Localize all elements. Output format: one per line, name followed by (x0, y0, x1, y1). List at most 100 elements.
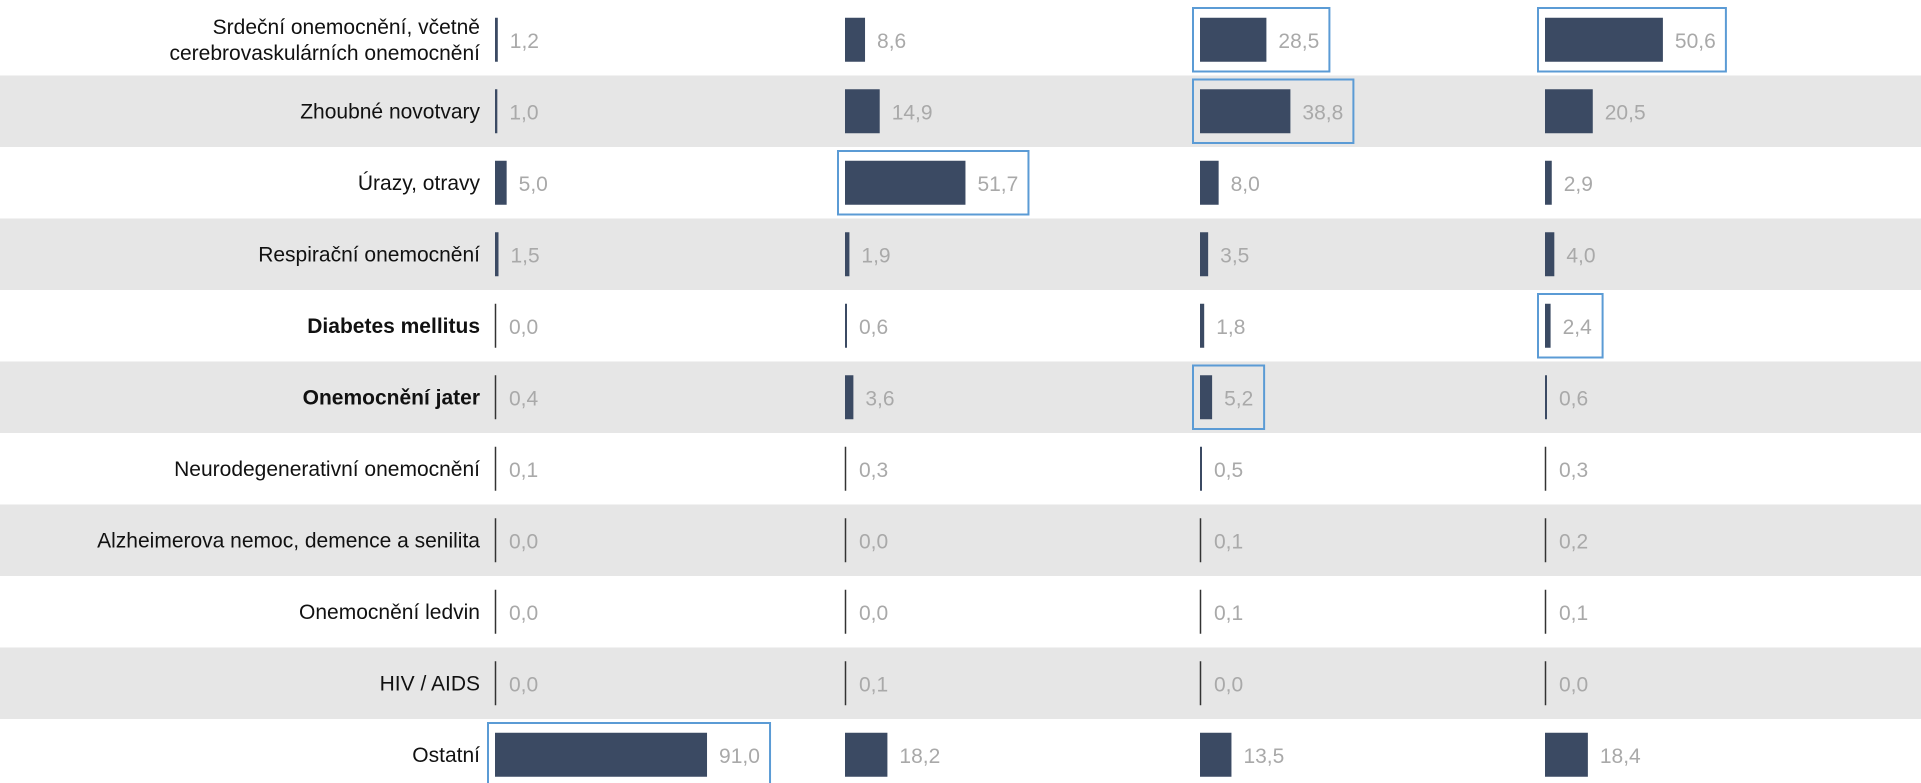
value-label: 0,1 (509, 459, 538, 482)
value-label: 28,5 (1278, 30, 1319, 53)
category-label: Srdeční onemocnění, včetně cerebrovaskulá… (169, 16, 480, 65)
category-label-line: Zhoubné novotvary (300, 100, 480, 123)
value-label: 1,8 (1216, 316, 1245, 339)
bar (1200, 17, 1267, 62)
value-label: 5,2 (1224, 387, 1253, 410)
value-label: 0,0 (859, 602, 888, 625)
value-label: 18,2 (899, 745, 940, 768)
row-bands (0, 75, 1921, 719)
bar (1545, 303, 1551, 348)
bar (1545, 732, 1588, 777)
bar (495, 89, 498, 134)
highlight-box (1192, 7, 1331, 73)
value-label: 1,9 (861, 244, 890, 267)
value-label: 0,0 (859, 530, 888, 553)
value-label: 0,6 (859, 316, 888, 339)
value-label: 91,0 (719, 745, 760, 768)
category-label: Onemocnění ledvin (299, 601, 480, 624)
bar (1545, 89, 1593, 134)
value-label: 1,0 (509, 101, 538, 124)
value-label: 2,9 (1564, 173, 1593, 196)
category-label: Diabetes mellitus (307, 315, 480, 338)
value-label: 4,0 (1566, 244, 1595, 267)
value-label: 0,0 (509, 530, 538, 553)
category-label-line: Srdeční onemocnění, včetně (213, 16, 480, 39)
highlight-box (1537, 7, 1727, 73)
panel-3: 28,5 38,8 8,0 3,5 1,8 5,2 0,5 0,1 0,1 0,0 13,5 (1192, 7, 1355, 777)
highlight-box (1537, 293, 1604, 359)
value-label: 0,0 (1559, 673, 1588, 696)
value-label: 3,5 (1220, 244, 1249, 267)
bar (495, 732, 708, 777)
bar (1200, 232, 1209, 277)
highlight-box (487, 722, 772, 783)
category-label-line: Neurodegenerativní onemocnění (174, 458, 480, 481)
value-label: 0,3 (1559, 459, 1588, 482)
value-label: 3,6 (865, 387, 894, 410)
category-label-line: Úrazy, otravy (358, 172, 481, 195)
bar (495, 232, 499, 277)
category-label: Alzheimerova nemoc, demence a senilita (97, 529, 480, 552)
panel-2: 8,6 14,9 51,7 1,9 0,6 3,6 0,3 0,0 0,0 0,1 18,2 (837, 17, 1030, 777)
category-label-line: Onemocnění ledvin (299, 601, 480, 624)
bar (845, 89, 880, 134)
value-label: 1,2 (510, 30, 539, 53)
bar (1545, 160, 1552, 205)
category-label: Onemocnění jater (303, 386, 480, 409)
value-label: 0,5 (1214, 459, 1243, 482)
bar (495, 17, 498, 62)
value-label: 51,7 (977, 173, 1018, 196)
value-label: 0,1 (1559, 602, 1588, 625)
row-band (0, 361, 1921, 433)
bar (1200, 732, 1232, 777)
category-label: Zhoubné novotvary (300, 100, 480, 123)
value-label: 0,3 (859, 459, 888, 482)
row-band (0, 504, 1921, 576)
value-label: 20,5 (1605, 101, 1646, 124)
bar (845, 232, 850, 277)
value-label: 38,8 (1302, 101, 1343, 124)
value-label: 0,0 (509, 673, 538, 696)
bar (1200, 160, 1219, 205)
panel-1: 1,2 1,0 5,0 1,5 0,0 0,4 0,1 0,0 0,0 0,0 91,0 (487, 17, 772, 783)
bar (845, 303, 847, 348)
category-label-line: Diabetes mellitus (307, 315, 480, 338)
value-label: 18,4 (1600, 745, 1641, 768)
highlight-box (1192, 364, 1266, 430)
value-label: 2,4 (1563, 316, 1593, 339)
row-band (0, 647, 1921, 719)
value-label: 0,6 (1559, 387, 1588, 410)
bar (1200, 303, 1205, 348)
category-label-line: Respirační onemocnění (258, 243, 480, 266)
value-label: 0,0 (509, 316, 538, 339)
value-label: 13,5 (1243, 745, 1284, 768)
category-label: Respirační onemocnění (258, 243, 480, 266)
bar (845, 732, 888, 777)
value-label: 14,9 (892, 101, 933, 124)
value-label: 8,6 (877, 30, 906, 53)
value-label: 50,6 (1675, 30, 1716, 53)
value-label: 0,2 (1559, 530, 1588, 553)
category-label-line: Ostatní (412, 744, 480, 767)
value-label: 0,1 (1214, 602, 1243, 625)
value-label: 0,4 (509, 387, 539, 410)
category-label-line: cerebrovaskulárních onemocnění (169, 42, 480, 65)
bar (1545, 17, 1663, 62)
category-labels: Srdeční onemocnění, včetně cerebrovaskulá… (97, 16, 480, 767)
bar (1200, 446, 1202, 491)
category-label: HIV / AIDS (380, 672, 480, 695)
value-label: 5,0 (519, 173, 548, 196)
category-label-line: Onemocnění jater (303, 386, 480, 409)
row-band (0, 75, 1921, 147)
panel-4: 50,6 20,5 2,9 4,0 2,4 0,6 0,3 0,2 0,1 0,0 18,4 (1537, 7, 1727, 777)
bar (1200, 89, 1291, 134)
category-label: Ostatní (412, 744, 480, 767)
highlight-box (1192, 78, 1355, 144)
category-label: Úrazy, otravy (358, 172, 481, 195)
value-label: 0,0 (1214, 673, 1243, 696)
value-label: 8,0 (1231, 173, 1260, 196)
bar (1200, 375, 1213, 420)
value-label: 0,1 (1214, 530, 1243, 553)
row-band (0, 218, 1921, 290)
